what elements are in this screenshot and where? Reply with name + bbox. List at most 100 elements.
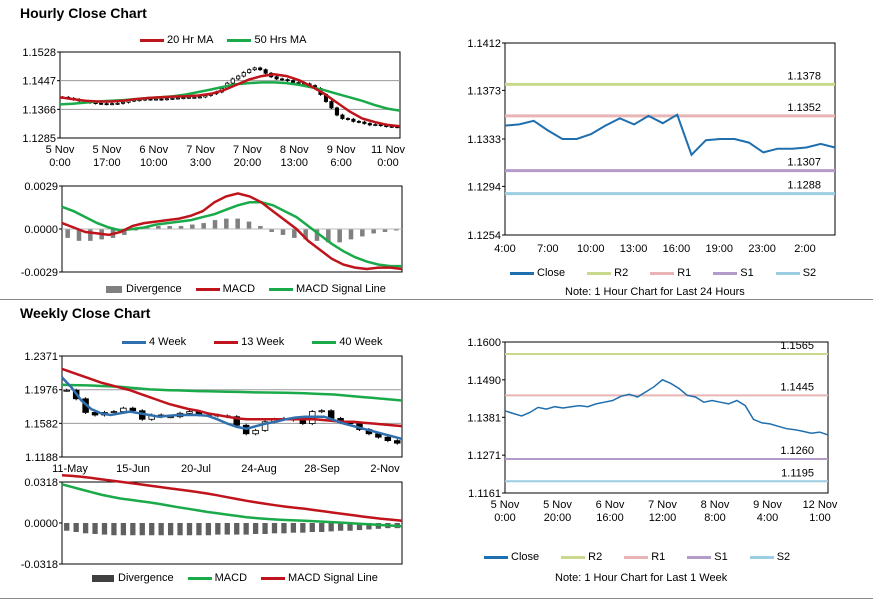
weekly-divergence-bar (186, 523, 193, 536)
weekly-price-frame (61, 355, 403, 458)
hourly-price-candle (192, 96, 197, 99)
hourly-price-candle (121, 101, 126, 104)
legend-swatch-signal (269, 287, 294, 291)
legend-13-week: 13 Week (241, 336, 285, 348)
hourly-price-candle (252, 67, 257, 71)
hourly-divergence-bar (382, 229, 388, 232)
hourly-price-candle (153, 98, 159, 101)
hourly-divergence-bar (122, 229, 127, 235)
hourly-close-level-label-s1: 1.1307 (787, 157, 821, 169)
weekly-divergence-bar (82, 523, 89, 534)
hourly-divergence-bar (303, 229, 308, 240)
weekly-macd-signal-line (61, 474, 403, 522)
legend-signal-line: MACD Signal Line (296, 283, 386, 295)
weekly-macd-ytick: 0.0000 (24, 518, 58, 530)
weekly-divergence-bar (337, 523, 344, 531)
hourly-close-level-label-s2: 1.1288 (787, 180, 821, 192)
hourly-close-xtick: 2:00 (794, 243, 815, 255)
hourly-divergence-bar (178, 226, 184, 229)
hourly-macd-signal-line (61, 201, 402, 268)
weekly-price-xtick: 20-Jul (181, 463, 211, 475)
weekly-close-xtick: 6 Nov (596, 499, 625, 511)
hourly-price-xtick: 6:00 (330, 157, 351, 169)
weekly-divergence-bar (215, 523, 221, 535)
hourly-price-xtick: 0:00 (377, 157, 398, 169)
hourly-divergence-bar (246, 221, 252, 229)
legend-swatch-r2 (587, 271, 612, 275)
legend-w-close: Close (511, 551, 540, 563)
hourly-price-legend: 20 Hr MA 50 Hrs MA (140, 34, 320, 46)
weekly-close-level-label-s2: 1.1195 (781, 467, 814, 479)
legend-swatch-w-macd (187, 576, 212, 580)
weekly-close-level-label-r1: 1.1445 (780, 381, 814, 393)
weekly-close-xtick: 12 Nov (803, 499, 838, 511)
hourly-price-candle (291, 80, 296, 83)
bottom-divider (0, 598, 873, 599)
weekly-close-xtick: 1:00 (809, 512, 830, 524)
hourly-divergence-bar (88, 229, 93, 241)
weekly-price-candle (120, 407, 127, 412)
hourly-divergence-bar (65, 229, 70, 238)
hourly-divergence-bar (224, 218, 229, 229)
hourly-price-candle (186, 96, 191, 99)
hourly-close-xtick: 13:00 (620, 243, 648, 255)
weekly-price-ytick: 1.2371 (24, 351, 58, 363)
weekly-price-candle (384, 436, 392, 442)
hourly-divergence-bar (269, 229, 274, 232)
hourly-divergence-bar (394, 229, 399, 231)
weekly-close-xtick: 4:00 (757, 512, 778, 524)
hourly-divergence-bar (371, 229, 376, 234)
hourly-price-candle (197, 96, 202, 99)
weekly-13wk-line (61, 367, 403, 428)
hourly-section-title: Hourly Close Chart (20, 5, 147, 21)
weekly-divergence-bar (319, 523, 325, 533)
weekly-price-xtick: 2-Nov (370, 463, 400, 475)
weekly-divergence-bar (120, 523, 127, 536)
weekly-divergence-bar (205, 523, 212, 536)
weekly-divergence-bar (347, 523, 353, 531)
legend-swatch-r1 (650, 271, 675, 275)
weekly-divergence-bar (167, 523, 174, 536)
weekly-divergence-bar (92, 523, 98, 534)
weekly-price-xtick: 24-Aug (241, 463, 276, 475)
hourly-price-xtick: 5 Nov (92, 144, 121, 156)
legend-swatch-w-s2 (749, 555, 774, 559)
weekly-close-xtick: 5 Nov (491, 499, 520, 511)
legend-swatch-w-s1 (687, 555, 712, 559)
hourly-price-candle (258, 67, 263, 71)
weekly-note: Note: 1 Hour Chart for Last 1 Week (555, 572, 728, 584)
legend-swatch-20hr (140, 38, 164, 42)
weekly-section-title: Weekly Close Chart (20, 305, 151, 321)
hourly-price-xtick: 13:00 (281, 157, 309, 169)
legend-divergence: Divergence (126, 283, 182, 295)
legend-w-s2: S2 (776, 551, 791, 563)
weekly-close-ytick: 1.1271 (467, 450, 501, 462)
weekly-4wk-line (61, 376, 403, 441)
hourly-close-ytick: 1.1294 (467, 181, 501, 193)
legend-swatch-w-divergence (92, 574, 114, 582)
hourly-close-xtick: 4:00 (494, 243, 515, 255)
weekly-divergence-bar (111, 523, 117, 536)
weekly-divergence-bar (234, 523, 240, 535)
hourly-20hr-ma-line (59, 73, 401, 128)
hourly-price-xtick: 5 Nov (46, 144, 75, 156)
hourly-close-ytick: 1.1254 (467, 230, 501, 242)
weekly-price-legend: 4 Week 13 Week 40 Week (122, 336, 397, 348)
legend-swatch-w-r2 (561, 555, 586, 559)
hourly-price-candle (104, 103, 109, 106)
weekly-price-candle (110, 411, 118, 413)
hourly-price-candle (263, 69, 268, 74)
weekly-divergence-bar (356, 523, 363, 531)
weekly-price-candle (318, 410, 325, 413)
hourly-price-candle (181, 97, 186, 100)
hourly-price-candle (367, 123, 372, 126)
weekly-close-xtick: 5 Nov (543, 499, 572, 511)
weekly-close-ytick: 1.1161 (468, 488, 501, 500)
hourly-close-legend: Close R2 R1 S1 S2 (510, 267, 830, 279)
hourly-close-xtick: 16:00 (663, 243, 691, 255)
hourly-price-candle (296, 82, 301, 84)
hourly-price-candle (351, 118, 356, 122)
weekly-divergence-bar (309, 523, 315, 533)
weekly-close-xtick: 16:00 (596, 512, 624, 524)
